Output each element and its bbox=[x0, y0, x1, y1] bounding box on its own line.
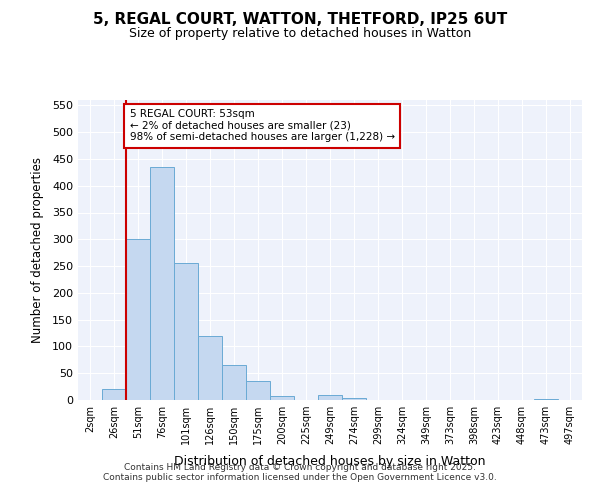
Bar bbox=[270, 396, 294, 400]
Text: 5, REGAL COURT, WATTON, THETFORD, IP25 6UT: 5, REGAL COURT, WATTON, THETFORD, IP25 6… bbox=[93, 12, 507, 28]
Y-axis label: Number of detached properties: Number of detached properties bbox=[31, 157, 44, 343]
Bar bbox=[126, 240, 150, 400]
Text: 5 REGAL COURT: 53sqm
← 2% of detached houses are smaller (23)
98% of semi-detach: 5 REGAL COURT: 53sqm ← 2% of detached ho… bbox=[130, 109, 395, 142]
Bar bbox=[198, 336, 222, 400]
X-axis label: Distribution of detached houses by size in Watton: Distribution of detached houses by size … bbox=[174, 456, 486, 468]
Text: Size of property relative to detached houses in Watton: Size of property relative to detached ho… bbox=[129, 28, 471, 40]
Bar bbox=[342, 398, 366, 400]
Bar bbox=[318, 394, 342, 400]
Bar bbox=[222, 365, 246, 400]
Bar bbox=[534, 399, 558, 400]
Bar bbox=[246, 381, 270, 400]
Bar bbox=[150, 167, 174, 400]
Bar bbox=[174, 264, 198, 400]
Bar bbox=[102, 390, 126, 400]
Text: Contains HM Land Registry data © Crown copyright and database right 2025.
Contai: Contains HM Land Registry data © Crown c… bbox=[103, 463, 497, 482]
